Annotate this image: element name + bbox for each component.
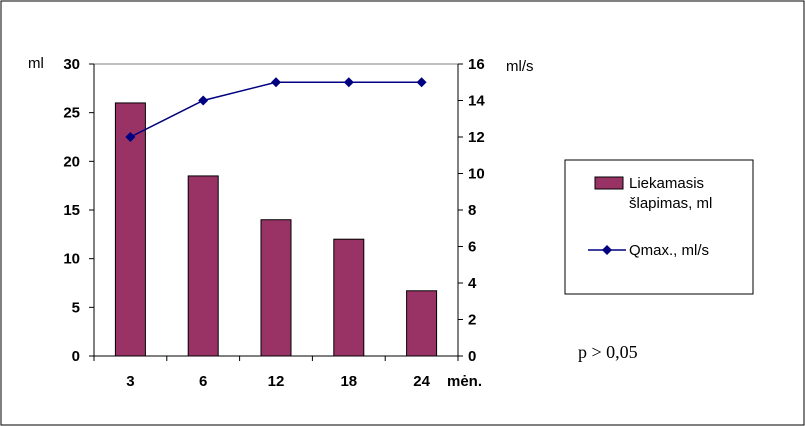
bar-series bbox=[114, 102, 438, 357]
right-tick-label: 4 bbox=[468, 275, 477, 292]
line-point bbox=[343, 77, 354, 88]
legend-line-marker bbox=[602, 245, 612, 255]
line-point bbox=[416, 77, 427, 88]
bar bbox=[187, 175, 219, 357]
x-axis-ticks: 3 6 12 18 24 bbox=[93, 356, 459, 390]
legend-line-label: Qmax., ml/s bbox=[629, 242, 709, 259]
x-tick-label: 12 bbox=[268, 373, 285, 390]
left-tick-label: 15 bbox=[63, 202, 80, 219]
legend-bar-label-line1: Liekamasis bbox=[629, 175, 704, 192]
right-tick-label: 16 bbox=[468, 56, 485, 73]
bar bbox=[260, 219, 292, 357]
left-axis-ticks: 0 5 10 15 20 25 30 bbox=[63, 56, 94, 365]
left-tick-label: 25 bbox=[63, 105, 80, 122]
bar bbox=[114, 102, 146, 357]
bar bbox=[406, 290, 438, 357]
x-tick-label: 18 bbox=[340, 373, 357, 390]
x-tick-label: 24 bbox=[413, 373, 430, 390]
significance-annotation: p > 0,05 bbox=[578, 342, 638, 362]
right-tick-label: 8 bbox=[468, 202, 476, 219]
right-tick-label: 12 bbox=[468, 129, 485, 146]
legend: Liekamasis šlapimas, ml Qmax., ml/s bbox=[564, 159, 754, 295]
legend-bar-label-line2: šlapimas, ml bbox=[629, 195, 712, 212]
left-tick-label: 10 bbox=[63, 251, 80, 268]
x-tick-label: 3 bbox=[126, 373, 134, 390]
line-point bbox=[198, 95, 209, 106]
left-tick-label: 30 bbox=[63, 56, 80, 73]
right-tick-label: 0 bbox=[468, 348, 476, 365]
right-tick-label: 2 bbox=[468, 312, 476, 329]
bar bbox=[333, 238, 365, 357]
x-axis-unit-label: mėn. bbox=[447, 373, 482, 390]
x-tick-label: 6 bbox=[199, 373, 207, 390]
right-tick-label: 10 bbox=[468, 166, 485, 183]
legend-bar-swatch bbox=[594, 176, 624, 190]
left-tick-label: 20 bbox=[63, 153, 80, 170]
line-series bbox=[125, 77, 427, 142]
left-tick-label: 0 bbox=[72, 348, 80, 365]
left-tick-label: 5 bbox=[72, 299, 80, 316]
line-point bbox=[125, 132, 136, 142]
right-axis-ticks: 0 2 4 6 8 10 12 14 16 bbox=[458, 56, 485, 365]
right-axis-label: ml/s bbox=[506, 58, 534, 75]
right-tick-label: 14 bbox=[468, 93, 485, 110]
line-point bbox=[271, 77, 281, 88]
left-axis-label: ml bbox=[28, 55, 44, 72]
right-tick-label: 6 bbox=[468, 239, 476, 256]
